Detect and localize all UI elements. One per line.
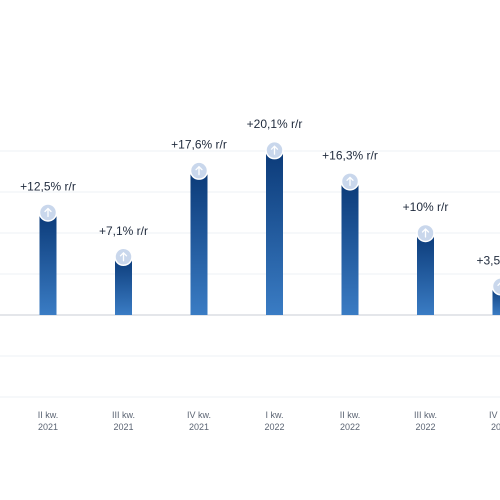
x-tick-label-year: 2022	[264, 422, 284, 432]
arrow-up-glyph	[195, 166, 203, 176]
bar	[417, 233, 434, 315]
x-tick-label-year: 2021	[189, 422, 209, 432]
x-tick-label-quarter: II kw.	[340, 410, 361, 420]
bar-value-label: +20,1% r/r	[247, 117, 303, 131]
bar-value-label: +10% r/r	[403, 200, 449, 214]
bar-value-label: +3,5% r/r	[476, 253, 500, 267]
bar-value-label: +17,6% r/r	[171, 138, 227, 152]
bar	[492, 286, 500, 315]
x-tick-label-quarter: IV kw.	[187, 410, 211, 420]
arrow-up-glyph	[346, 176, 354, 186]
bar	[190, 170, 208, 315]
x-tick-label-quarter: IV kw.	[489, 410, 500, 420]
bar	[115, 256, 132, 315]
x-tick-label-quarter: III kw.	[112, 410, 135, 420]
x-tick-label-year: 2022	[340, 422, 360, 432]
arrow-up-glyph	[119, 252, 128, 262]
x-tick-label-year: 2021	[38, 422, 58, 432]
bar	[266, 150, 283, 315]
x-tick-label-quarter: III kw.	[414, 410, 437, 420]
x-axis-ticks: II kw. 2021 III kw. 2021 IV kw. 2021 I kw. 2022…	[38, 410, 500, 432]
x-tick-label-year: 2021	[113, 422, 133, 432]
bar-value-label: +16,3% r/r	[322, 148, 378, 162]
x-tick-label-year: 2022	[491, 422, 500, 432]
x-tick-label-quarter: I kw.	[265, 410, 283, 420]
bar-value-label: +7,1% r/r	[99, 224, 148, 238]
arrow-up-glyph	[44, 207, 52, 218]
bar	[39, 212, 57, 315]
arrow-up-glyph	[497, 282, 500, 286]
x-tick-label-quarter: II kw.	[38, 410, 59, 420]
grid-lines	[0, 150, 500, 398]
bars	[38, 140, 500, 315]
arrow-up-icon	[491, 277, 500, 296]
x-tick-label-year: 2022	[415, 422, 435, 432]
bar-value-label: +12,5% r/r	[20, 180, 76, 194]
arrow-up-glyph	[270, 145, 279, 155]
bar	[341, 181, 359, 315]
data-labels: +12,5% r/r +7,1% r/r +17,6% r/r +20,1% r/r +…	[20, 117, 500, 267]
arrow-up-glyph	[421, 228, 430, 238]
